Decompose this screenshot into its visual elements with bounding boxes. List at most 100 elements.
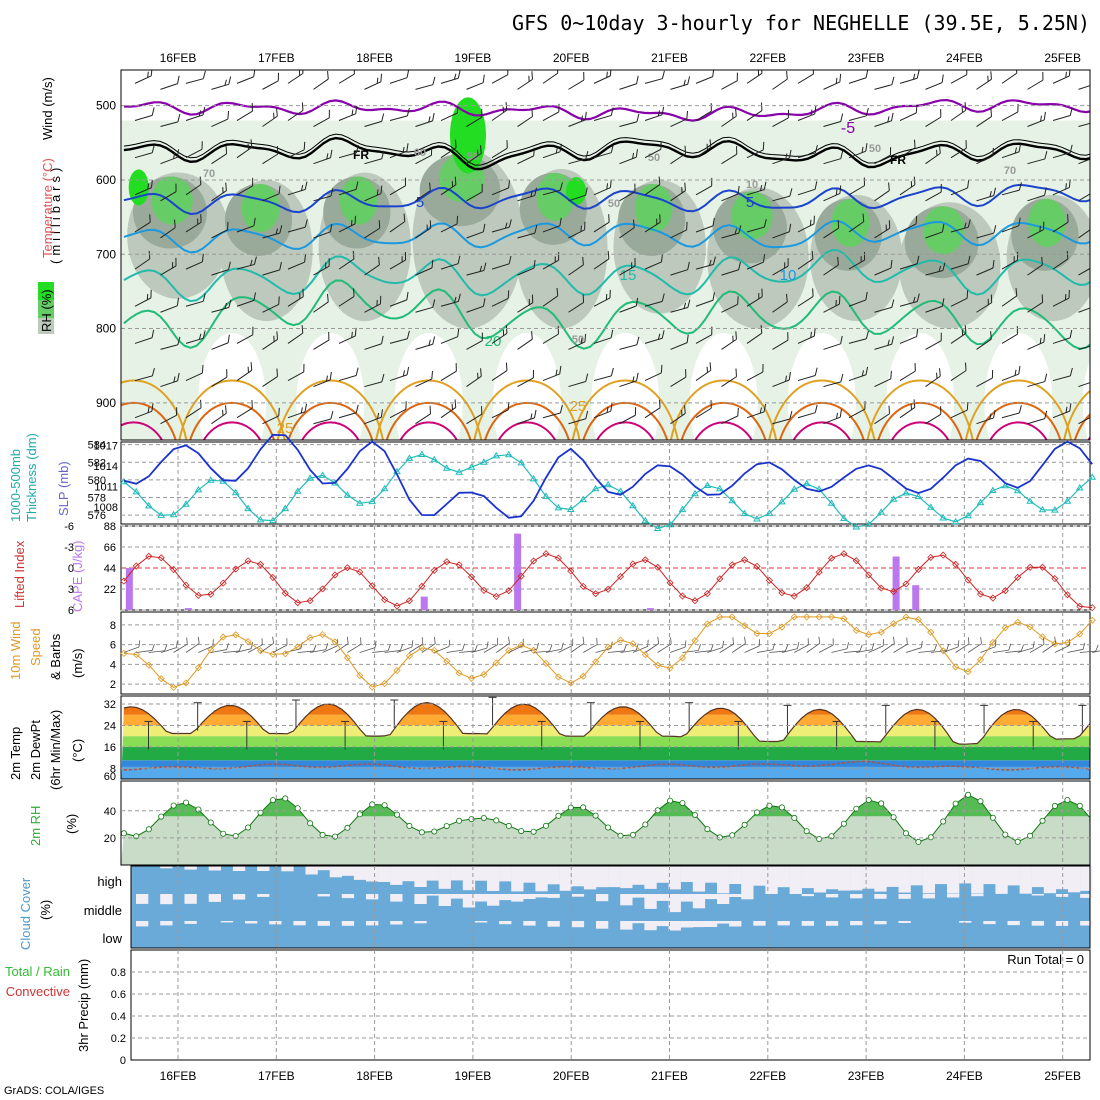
cloud-gap-2-1 xyxy=(136,921,149,927)
barb-8-34 xyxy=(1001,365,1021,382)
sfc-barb-18 xyxy=(347,637,362,653)
barb-8-30 xyxy=(899,363,916,381)
cape-tick-1: 66 xyxy=(104,542,116,554)
barb-6-1 xyxy=(160,297,180,313)
sfc-barb-49 xyxy=(731,636,746,653)
rh2m-pt-32 xyxy=(518,828,525,835)
credit-text: GrADS: COLA/IGES xyxy=(4,1085,104,1097)
thk-pt-52 xyxy=(765,509,774,516)
thk-pt-76 xyxy=(1063,497,1072,504)
li-pt-37 xyxy=(579,582,587,590)
sfc-barb-36 xyxy=(570,636,585,653)
contour-label-10: 50 xyxy=(648,152,660,164)
slp-thickness-panel xyxy=(120,441,1091,525)
barb-0-22 xyxy=(695,70,715,84)
cloud-gap-0-71 xyxy=(983,866,996,885)
cloud-gap-1-79 xyxy=(1080,894,1093,898)
barb-2-20 xyxy=(644,141,662,159)
rh2m-pt-68 xyxy=(965,791,972,798)
barb-8-32 xyxy=(950,362,967,381)
cloud-gap-1-16 xyxy=(317,894,330,897)
barb-1-23 xyxy=(721,108,737,127)
barb-3-36 xyxy=(1052,179,1071,196)
barb-9-22 xyxy=(695,400,712,419)
wind-pt-1 xyxy=(132,650,140,659)
cloud-gap-2-56 xyxy=(801,921,814,926)
li-pt-24 xyxy=(418,582,426,590)
upper-axis-labels: (millibars) Wind (m/s) Temperature (°C) … xyxy=(38,77,63,334)
sfc-barb-24 xyxy=(421,636,436,653)
cloud-gap-2-54 xyxy=(777,921,790,926)
barb-7-28 xyxy=(848,330,869,344)
sfc-barb-71 xyxy=(1005,644,1024,653)
barb-0-29 xyxy=(874,76,895,90)
rh2m-pt-70 xyxy=(989,814,996,821)
li-pt-31 xyxy=(505,587,513,595)
temperature-contours xyxy=(121,98,1090,440)
cloud-gap-2-49 xyxy=(717,921,730,924)
wind-pt-57 xyxy=(827,613,836,621)
cape-tick-0: 88 xyxy=(104,521,116,533)
warm-arc-0-1 xyxy=(189,401,275,440)
barb-2-32 xyxy=(950,140,967,159)
top-date-23FEB: 23FEB xyxy=(848,51,885,65)
cloud-gap-2-52 xyxy=(753,921,766,926)
barb-3-20 xyxy=(644,176,661,196)
warm-arc-7-2 xyxy=(890,421,950,440)
wind-pt-18 xyxy=(343,654,351,662)
cloud-gap-0-44 xyxy=(656,866,669,883)
rh2m-pt-46 xyxy=(692,812,699,819)
sfc-barb-65 xyxy=(930,643,950,653)
barb-0-12 xyxy=(440,70,461,84)
rh2m-pt-67 xyxy=(952,800,959,807)
cloud-gap-1-49 xyxy=(717,894,730,904)
barb-5-36 xyxy=(1052,250,1069,270)
thk-pt-58 xyxy=(840,514,848,521)
wind-pt-0 xyxy=(120,649,128,657)
li-pt-40 xyxy=(616,573,625,581)
precip-axis-label: 3hr Precip (mm) xyxy=(76,959,91,1052)
li-pt-77 xyxy=(1076,602,1084,610)
barb-3-0 xyxy=(134,179,153,196)
wind-pt-43 xyxy=(654,661,662,669)
barb-4-0 xyxy=(134,214,151,233)
barb-0-13 xyxy=(466,74,485,90)
warm-arc-1-2 xyxy=(301,421,360,440)
barb-3-26 xyxy=(797,181,818,196)
barb-6-37 xyxy=(1078,305,1090,313)
barb-5-12 xyxy=(440,255,461,270)
barb-8-29 xyxy=(874,370,892,388)
contour-label-6: 15 xyxy=(620,267,637,284)
barb-1-27 xyxy=(823,113,844,128)
wind-axis-label: Wind (m/s) xyxy=(40,77,55,140)
barb-9-27 xyxy=(823,409,842,425)
barb-1-11 xyxy=(415,112,435,127)
wind-tick-3: 2 xyxy=(110,679,116,691)
sfc-barb-28 xyxy=(471,641,489,653)
wind-pt-26 xyxy=(443,657,451,665)
rh2m-pt-54 xyxy=(791,814,798,821)
temp-contour-FR xyxy=(123,136,1090,171)
sfc-barb-75 xyxy=(1054,638,1070,653)
barb-4-33 xyxy=(976,225,997,239)
warm-arc-6-2 xyxy=(792,421,852,440)
barb-7-12 xyxy=(440,328,460,344)
barb-2-25 xyxy=(772,149,792,165)
sfc-barb-2 xyxy=(148,644,168,653)
cloud-gap-0-64 xyxy=(898,866,911,893)
thk-pt-16 xyxy=(318,471,327,478)
cloud-gap-1-26 xyxy=(438,894,451,906)
barb-7-5 xyxy=(262,331,278,350)
rh2m-pt-45 xyxy=(679,800,686,807)
barb-6-25 xyxy=(772,293,788,313)
sfc-barb-15 xyxy=(310,643,329,653)
wind-pt-42 xyxy=(641,651,649,659)
warm-arc--1-0 xyxy=(121,379,188,440)
rh2m-pt-42 xyxy=(642,821,649,828)
barb-1-24 xyxy=(746,102,763,121)
slp-tick-3: 1008 xyxy=(94,502,118,514)
warm-arc-4-0 xyxy=(571,379,679,440)
contour-label-15: 50 xyxy=(869,143,881,155)
rh-tick-0: 40 xyxy=(104,806,116,818)
barb-2-6 xyxy=(287,141,306,159)
